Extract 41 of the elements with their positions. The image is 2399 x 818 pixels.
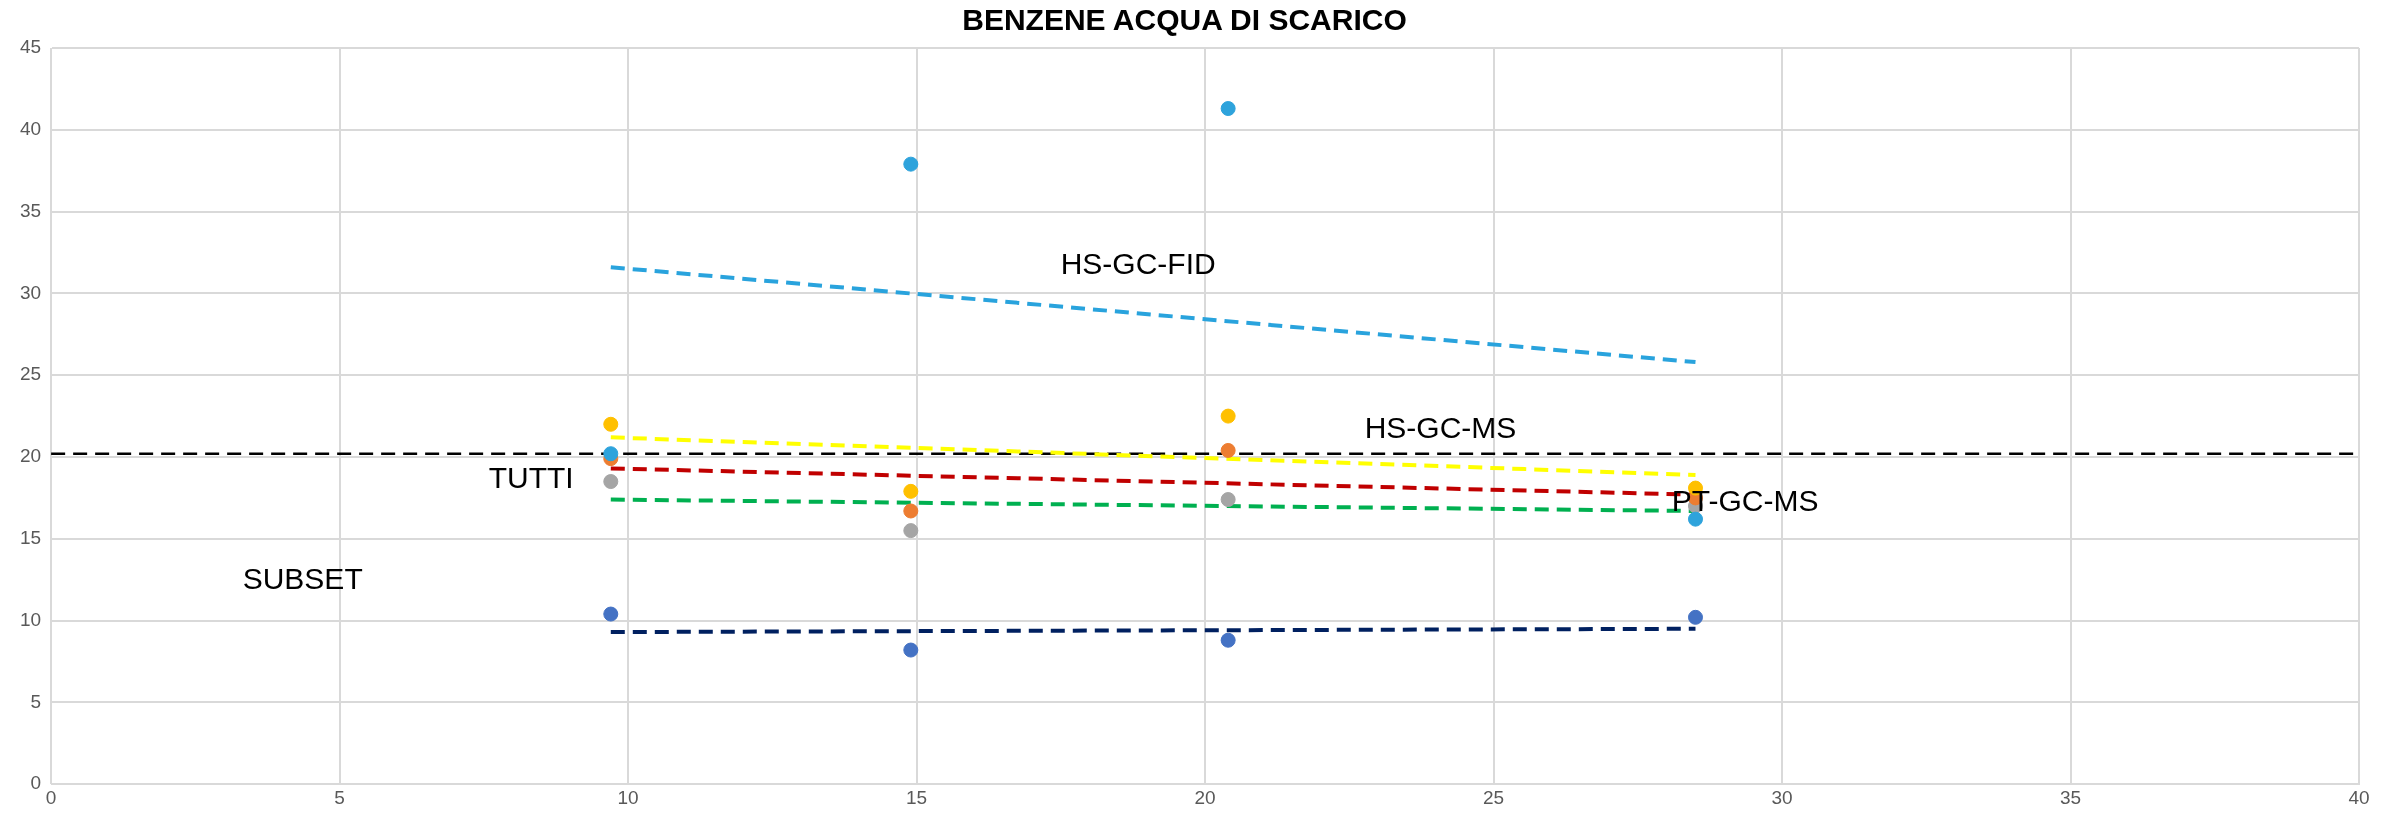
point [1220, 101, 1236, 117]
x-tick-label: 0 [45, 786, 57, 808]
point [1687, 511, 1703, 527]
x-tick-label: 15 [906, 786, 928, 808]
point [603, 474, 619, 490]
y-tick-label: 25 [19, 363, 42, 385]
point [903, 483, 919, 499]
y-tick-label: 40 [19, 118, 42, 140]
point [903, 642, 919, 658]
x-tick-label: 25 [1482, 786, 1505, 808]
point [1687, 609, 1703, 625]
y-tick-label: 0 [30, 772, 42, 794]
x-tick-label: 40 [2348, 786, 2370, 808]
point [603, 416, 619, 432]
point [603, 606, 619, 622]
annotation: HS-GC-FID [1060, 247, 1216, 281]
point [1220, 408, 1236, 424]
y-tick-label: 5 [30, 690, 42, 712]
annotation: HS-GC-MS [1364, 410, 1517, 444]
y-tick-label: 20 [19, 445, 42, 467]
point [1220, 492, 1236, 508]
x-tick-label: 30 [1771, 786, 1793, 808]
y-tick-label: 10 [19, 608, 42, 630]
point [903, 503, 919, 519]
x-tick-label: 5 [334, 786, 345, 808]
annotation: TUTTI [488, 461, 574, 495]
x-tick-label: 10 [617, 786, 639, 808]
chart-title: BENZENE ACQUA DI SCARICO [962, 3, 1407, 37]
y-tick-label: 45 [19, 36, 42, 58]
point [603, 446, 619, 462]
point [903, 156, 919, 172]
point [903, 523, 919, 539]
point [1220, 442, 1236, 458]
x-tick-label: 20 [1194, 786, 1216, 808]
x-tick-label: 35 [2059, 786, 2082, 808]
annotation: SUBSET [242, 561, 363, 595]
y-tick-label: 30 [19, 281, 42, 303]
point [1220, 632, 1236, 648]
annotation: PT-GC-MS [1671, 484, 1819, 518]
y-tick-label: 15 [19, 527, 42, 549]
y-tick-label: 35 [19, 199, 42, 221]
